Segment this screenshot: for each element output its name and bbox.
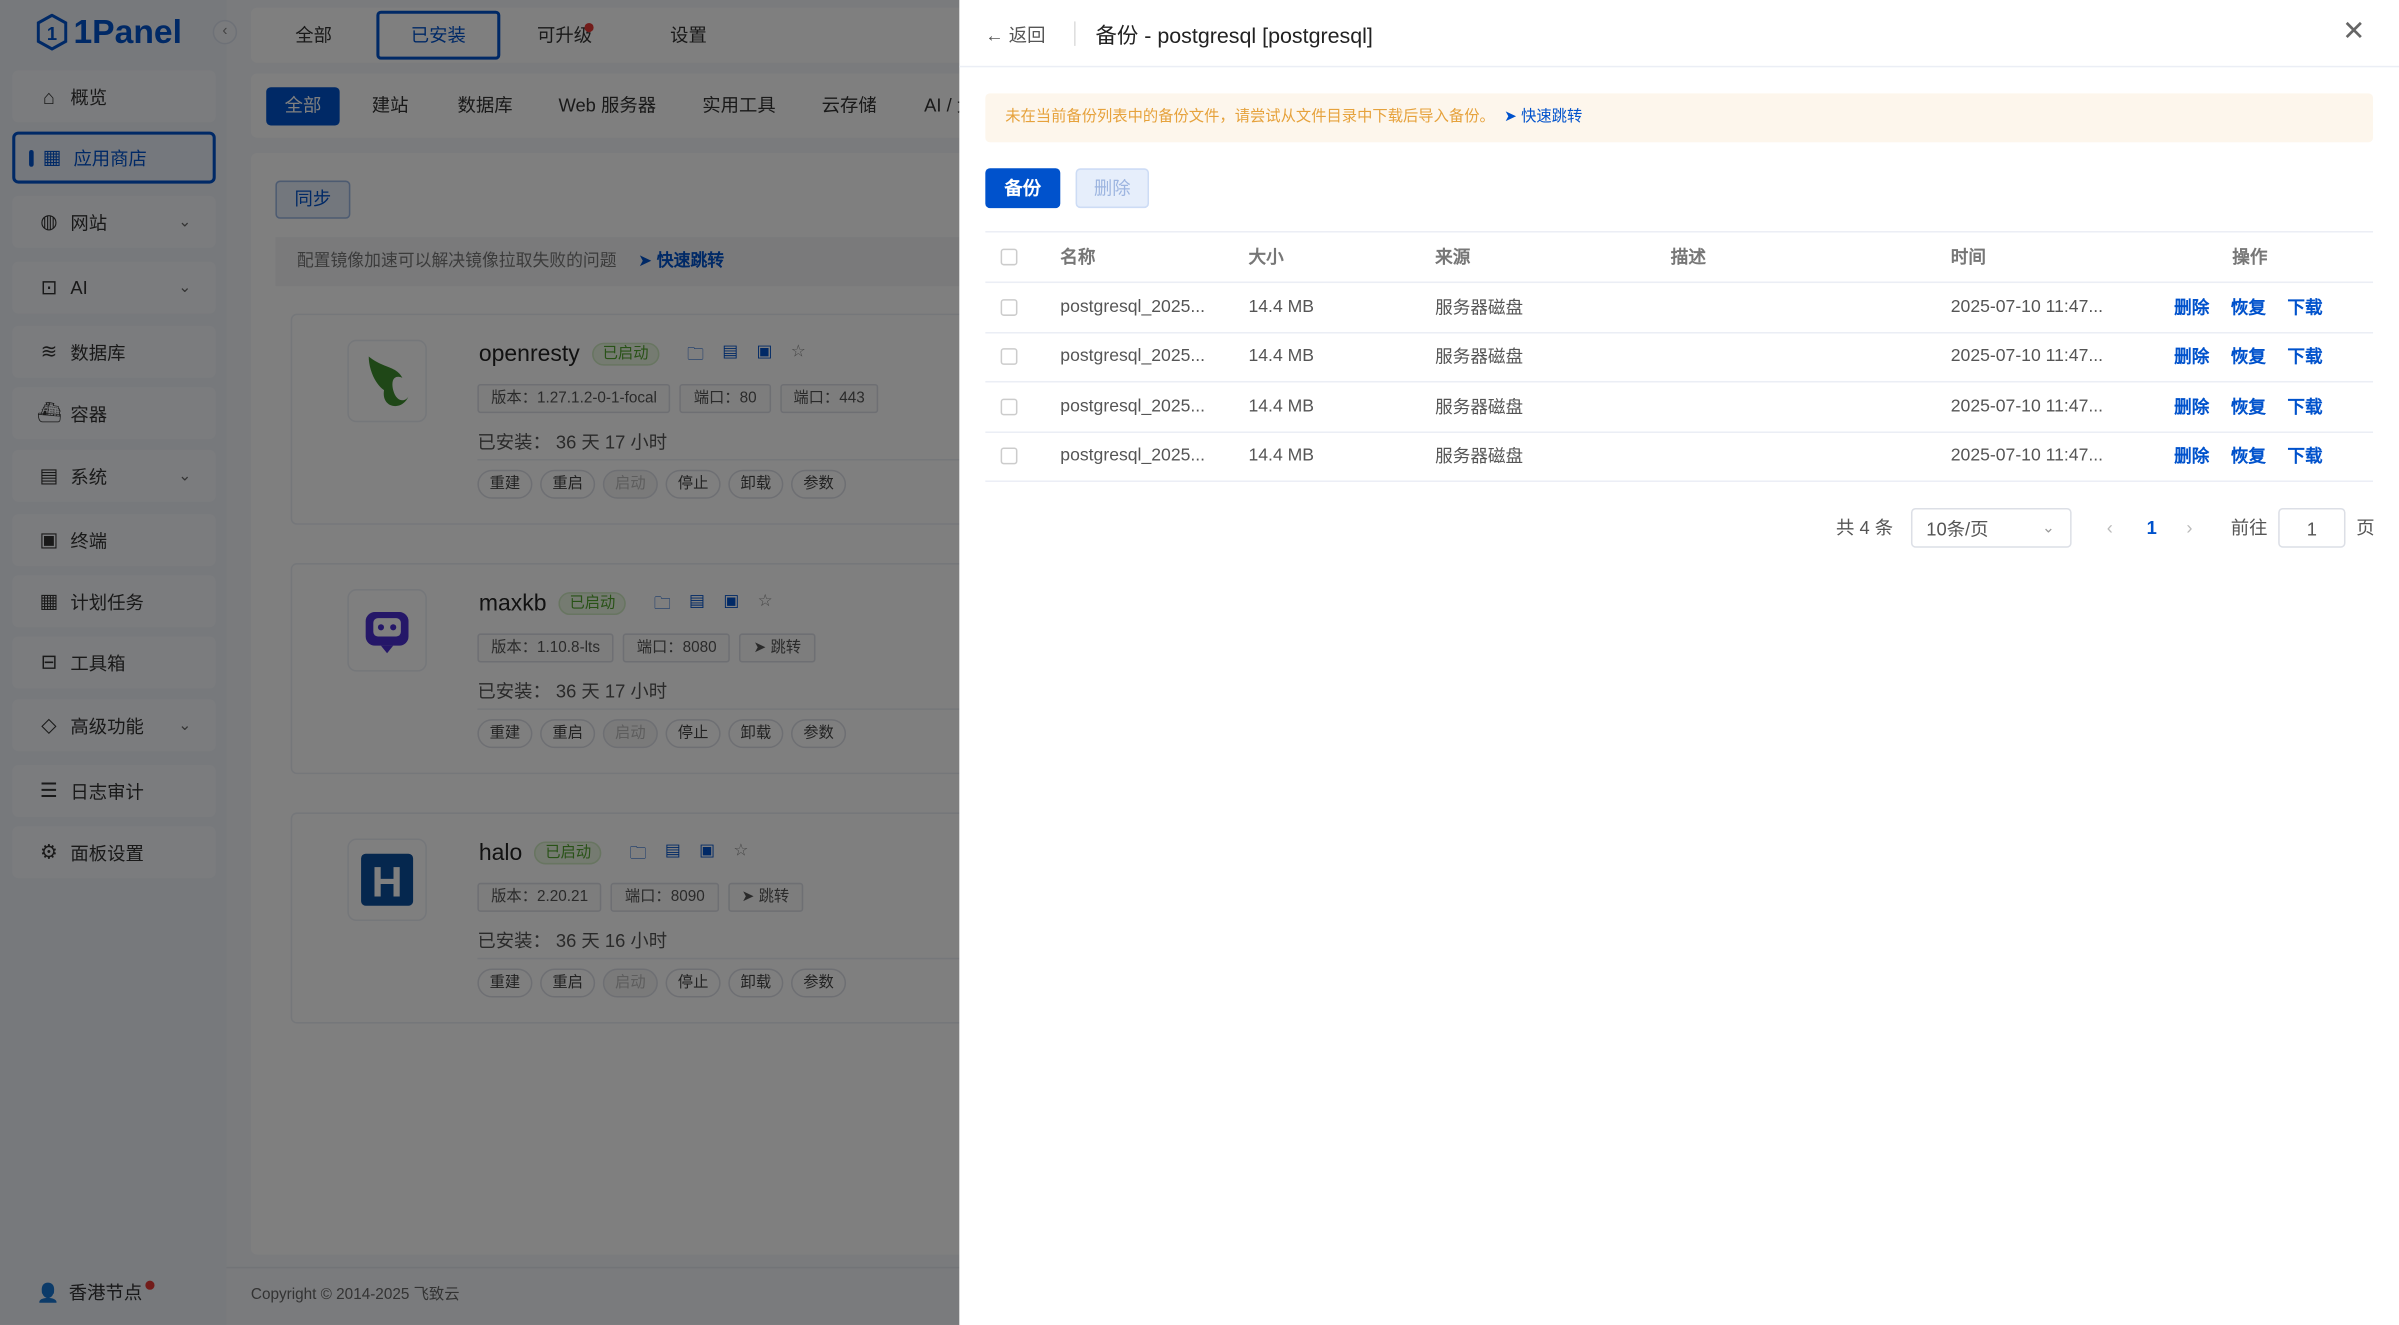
table-row: postgresql_2025... 14.4 MB 服务器磁盘 2025-07… (985, 432, 2374, 482)
table-row: postgresql_2025... 14.4 MB 服务器磁盘 2025-07… (985, 283, 2374, 333)
row-checkbox[interactable] (1000, 348, 1018, 366)
cell-size: 14.4 MB (1248, 397, 1315, 416)
arrow-left-icon: ← (985, 24, 1004, 46)
prev-page-button[interactable]: ‹ (2106, 517, 2113, 539)
alert-link-label: 快速跳转 (1521, 108, 1583, 126)
cell-name: postgresql_2025... (1060, 347, 1206, 367)
backup-button[interactable]: 备份 (985, 168, 1061, 209)
drawer-header: ← 返回 备份 - postgresql [postgresql] ✕ (959, 0, 2399, 68)
back-label: 返回 (1008, 24, 1046, 46)
goto-label: 前往 (2230, 517, 2268, 539)
cell-time: 2025-07-10 11:47... (1950, 347, 2104, 367)
row-delete-link[interactable]: 删除 (2174, 398, 2210, 418)
backup-table: 名称 大小 来源 描述 时间 操作 postgresql_2025... 14.… (985, 231, 2374, 482)
back-button[interactable]: ← 返回 (985, 21, 1045, 47)
cell-size: 14.4 MB (1248, 347, 1315, 367)
row-delete-link[interactable]: 删除 (2174, 448, 2210, 468)
close-icon[interactable]: ✕ (2342, 15, 2366, 46)
row-delete-link[interactable]: 删除 (2174, 299, 2210, 318)
batch-delete-button[interactable]: 删除 (1075, 168, 1150, 209)
warning-alert: 未在当前备份列表中的备份文件，请尝试从文件目录中下载后导入备份。 ➤ 快速跳转 (985, 93, 2374, 143)
backup-drawer: ← 返回 备份 - postgresql [postgresql] ✕ 未在当前… (959, 0, 2399, 1325)
table-row: postgresql_2025... 14.4 MB 服务器磁盘 2025-07… (985, 383, 2374, 433)
col-source: 来源 (1435, 249, 1471, 268)
page-1[interactable]: 1 (2146, 517, 2157, 539)
cell-source: 服务器磁盘 (1435, 398, 1524, 418)
cell-name: postgresql_2025... (1060, 297, 1206, 317)
row-restore-link[interactable]: 恢复 (2230, 398, 2266, 418)
col-desc: 描述 (1670, 249, 1706, 268)
row-restore-link[interactable]: 恢复 (2230, 349, 2266, 368)
cell-source: 服务器磁盘 (1435, 349, 1524, 368)
cell-time: 2025-07-10 11:47... (1950, 447, 2104, 466)
row-delete-link[interactable]: 删除 (2174, 349, 2210, 368)
cell-name: postgresql_2025... (1060, 397, 1206, 416)
col-actions: 操作 (2232, 249, 2268, 268)
next-page-button[interactable]: › (2186, 517, 2193, 539)
row-download-link[interactable]: 下载 (2287, 299, 2323, 318)
col-name: 名称 (1060, 249, 1096, 268)
col-size: 大小 (1248, 249, 1284, 268)
row-download-link[interactable]: 下载 (2287, 398, 2323, 418)
cell-time: 2025-07-10 11:47... (1950, 397, 2104, 416)
alert-text: 未在当前备份列表中的备份文件，请尝试从文件目录中下载后导入备份。 (1005, 108, 1495, 126)
cell-size: 14.4 MB (1248, 447, 1315, 466)
total-count: 共 4 条 (1836, 517, 1894, 539)
col-time: 时间 (1950, 249, 1986, 268)
page-size-value: 10条/页 (1926, 518, 1989, 541)
row-checkbox[interactable] (1000, 398, 1018, 416)
drawer-title: 备份 - postgresql [postgresql] (1095, 22, 1373, 48)
cell-name: postgresql_2025... (1060, 447, 1206, 466)
cell-size: 14.4 MB (1248, 297, 1315, 317)
row-download-link[interactable]: 下载 (2287, 448, 2323, 468)
cell-source: 服务器磁盘 (1435, 299, 1524, 318)
row-download-link[interactable]: 下载 (2287, 349, 2323, 368)
goto-page-input[interactable]: 1 (2278, 507, 2346, 548)
page-suffix: 页 (2356, 517, 2375, 539)
cell-source: 服务器磁盘 (1435, 448, 1524, 468)
row-checkbox[interactable] (1000, 298, 1018, 316)
page-size-select[interactable]: 10条/页 ⌄ (1910, 507, 2072, 548)
alert-link[interactable]: ➤ 快速跳转 (1503, 108, 1583, 126)
pagination: 共 4 条 10条/页 ⌄ ‹ 1 › 前往 1 页 (959, 507, 2399, 548)
row-restore-link[interactable]: 恢复 (2230, 299, 2266, 318)
table-row: postgresql_2025... 14.4 MB 服务器磁盘 2025-07… (985, 333, 2374, 383)
chevron-down-icon: ⌄ (2041, 520, 2055, 538)
modal-overlay[interactable] (0, 0, 961, 1325)
table-header: 名称 大小 来源 描述 时间 操作 (985, 231, 2374, 284)
row-checkbox[interactable] (1000, 447, 1018, 465)
row-restore-link[interactable]: 恢复 (2230, 448, 2266, 468)
divider (1074, 21, 1076, 46)
cell-time: 2025-07-10 11:47... (1950, 297, 2104, 317)
select-all-checkbox[interactable] (1000, 248, 1018, 266)
